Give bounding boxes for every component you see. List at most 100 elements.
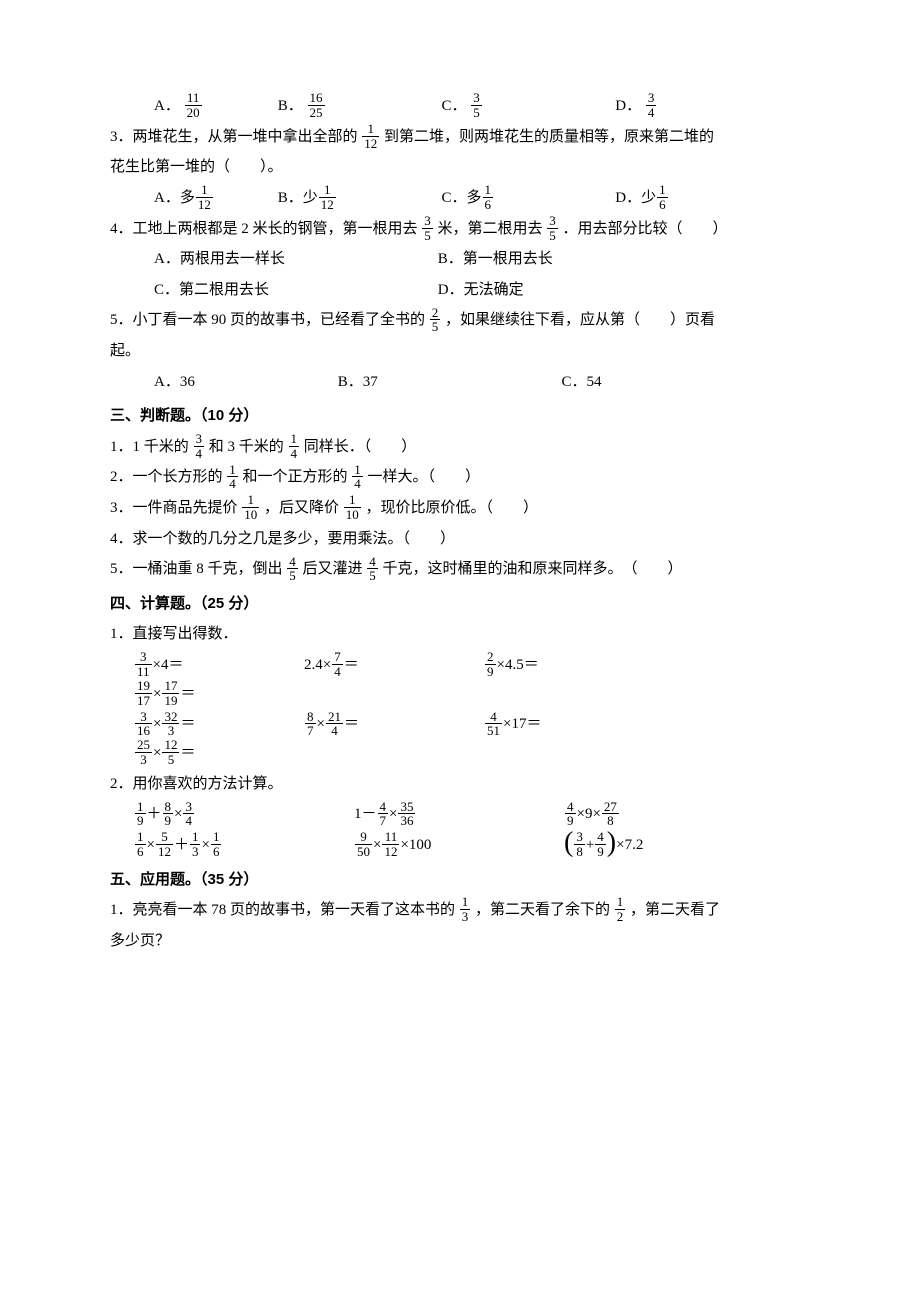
fraction: 12 (615, 895, 626, 923)
q5-line1: 5．小丁看一本 90 页的故事书，已经看了全书的 25 ，如果继续往下看，应从第… (110, 306, 810, 335)
fraction: 74 (332, 650, 343, 678)
calc1-title: 1．直接写出得数． (110, 620, 810, 649)
text: 1．1 千米的 (110, 439, 189, 455)
fraction: 125 (162, 738, 179, 766)
calc2-title: 2．用你喜欢的方法计算。 (110, 770, 810, 799)
text: 同样长．（ ） (304, 439, 417, 455)
text: 千克，这时桶里的油和原来同样多。 （ ） (383, 561, 683, 577)
opt-label: C． (442, 98, 467, 114)
q5-opt-c: C．54 (562, 368, 602, 397)
text: ×9× (577, 806, 601, 822)
q3-opt-c: C．多16 (442, 184, 612, 213)
fraction: 14 (289, 432, 300, 460)
q2-opt-b: B． 1625 (278, 92, 438, 121)
fraction: 451 (485, 710, 502, 738)
fraction: 89 (163, 800, 174, 828)
text: ＋ (147, 806, 162, 822)
q3-opt-b: B．少112 (278, 184, 438, 213)
text: × (201, 837, 209, 853)
q4-opt-a: A．两根用去一样长 (154, 245, 434, 274)
q3-opt-a: A．多112 (154, 184, 274, 213)
fraction: 16 (483, 183, 494, 211)
fraction: 19 (135, 800, 146, 828)
text: × (153, 716, 161, 732)
fraction: 35 (547, 214, 558, 242)
text: ，如果继续往下看，应从第（ ）页看 (445, 312, 715, 328)
text: 3．一件商品先提价 (110, 500, 238, 516)
fraction: 311 (135, 650, 152, 678)
fraction: 1625 (308, 91, 325, 119)
text: ＝ (344, 657, 359, 673)
text: 3．两堆花生，从第一堆中拿出全部的 (110, 129, 358, 145)
fraction: 34 (646, 91, 657, 119)
opt-label: A． (154, 98, 180, 114)
calc-cell: 316×323＝ (134, 710, 304, 739)
q5-options: A．36 B．37 C．54 (110, 368, 810, 397)
calc-cell: 1917×1719＝ (134, 680, 284, 709)
fraction: 512 (156, 830, 173, 858)
calc-cell: 1－47×3536 (354, 800, 564, 829)
calc1-grid: 311×4＝2.4×74＝29×4.5＝1917×1719＝ 316×323＝8… (110, 651, 810, 768)
text: 米，第二根用去 (438, 221, 543, 237)
q2-opt-c: C． 35 (442, 92, 612, 121)
fraction: 87 (305, 710, 316, 738)
fraction: 13 (460, 895, 471, 923)
text: ＋ (174, 837, 189, 853)
text: ×7.2 (616, 837, 643, 853)
text: × (147, 837, 155, 853)
text: + (586, 837, 594, 853)
q3-line2: 花生比第一堆的（ ）。 (110, 153, 810, 182)
q4-options-2: C．第二根用去长 D．无法确定 (110, 276, 810, 305)
q4-opt-b: B．第一根用去长 (438, 245, 553, 274)
text: × (389, 806, 397, 822)
calc1-row2: 316×323＝87×214＝451×17＝253×125＝ (134, 710, 810, 767)
text: ．用去部分比较（ ） (563, 221, 728, 237)
text: × (153, 745, 161, 761)
fraction: 45 (367, 555, 378, 583)
fraction: 45 (287, 555, 298, 583)
fraction: 38 (574, 830, 585, 858)
fraction: 34 (194, 432, 205, 460)
judge-5: 5．一桶油重 8 千克，倒出 45 后又灌进 45 千克，这时桶里的油和原来同样… (110, 555, 810, 584)
text: 4．工地上两根都是 2 米长的钢管，第一根用去 (110, 221, 418, 237)
text: × (153, 686, 161, 702)
q4-stem: 4．工地上两根都是 2 米长的钢管，第一根用去 35 米，第二根用去 35 ．用… (110, 215, 810, 244)
fraction: 49 (595, 830, 606, 858)
q3-options: A．多112 B．少112 C．多16 D．少16 (110, 184, 810, 213)
fraction: 112 (319, 183, 336, 211)
text: 后又灌进 (303, 561, 363, 577)
text: 2．一个长方形的 (110, 469, 226, 485)
text: 1－ (354, 806, 377, 822)
text: 和 3 千米的 (209, 439, 284, 455)
text: 1．亮亮看一本 78 页的故事书，第一天看了这本书的 (110, 902, 455, 918)
text: ×100 (400, 837, 431, 853)
q2-opt-d: D． 34 (615, 92, 657, 121)
fraction: 1112 (382, 830, 399, 858)
text: ，第二天看了 (630, 902, 720, 918)
text: 5．一桶油重 8 千克，倒出 (110, 561, 283, 577)
fraction: 323 (162, 710, 179, 738)
fraction: 316 (135, 710, 152, 738)
fraction: 278 (602, 800, 619, 828)
q4-options-1: A．两根用去一样长 B．第一根用去长 (110, 245, 810, 274)
fraction: 16 (657, 183, 668, 211)
calc2-row2: 16×512＋13×16950×1112×100(38+49)×7.2 (134, 831, 810, 860)
fraction: 35 (422, 214, 433, 242)
fraction: 112 (196, 183, 213, 211)
text: ，现价比原价低。（ ） (366, 500, 539, 516)
fraction: 110 (242, 493, 259, 521)
text: ＝ (180, 745, 195, 761)
app1-line2: 多少页？ (110, 927, 810, 956)
fraction: 16 (211, 830, 222, 858)
text: ＝ (180, 716, 195, 732)
calc-cell: 29×4.5＝ (484, 651, 674, 680)
text: 和一个正方形的 (243, 469, 352, 485)
text: 5．小丁看一本 90 页的故事书，已经看了全书的 (110, 312, 425, 328)
calc-cell: 311×4＝ (134, 651, 304, 680)
q3-line1: 3．两堆花生，从第一堆中拿出全部的 112 到第二堆，则两堆花生的质量相等，原来… (110, 123, 810, 152)
text: ×4＝ (153, 657, 184, 673)
fraction: 253 (135, 738, 152, 766)
calc-cell: 19＋89×34 (134, 800, 354, 829)
calc-cell: (38+49)×7.2 (564, 831, 764, 860)
fraction: 1917 (135, 679, 152, 707)
